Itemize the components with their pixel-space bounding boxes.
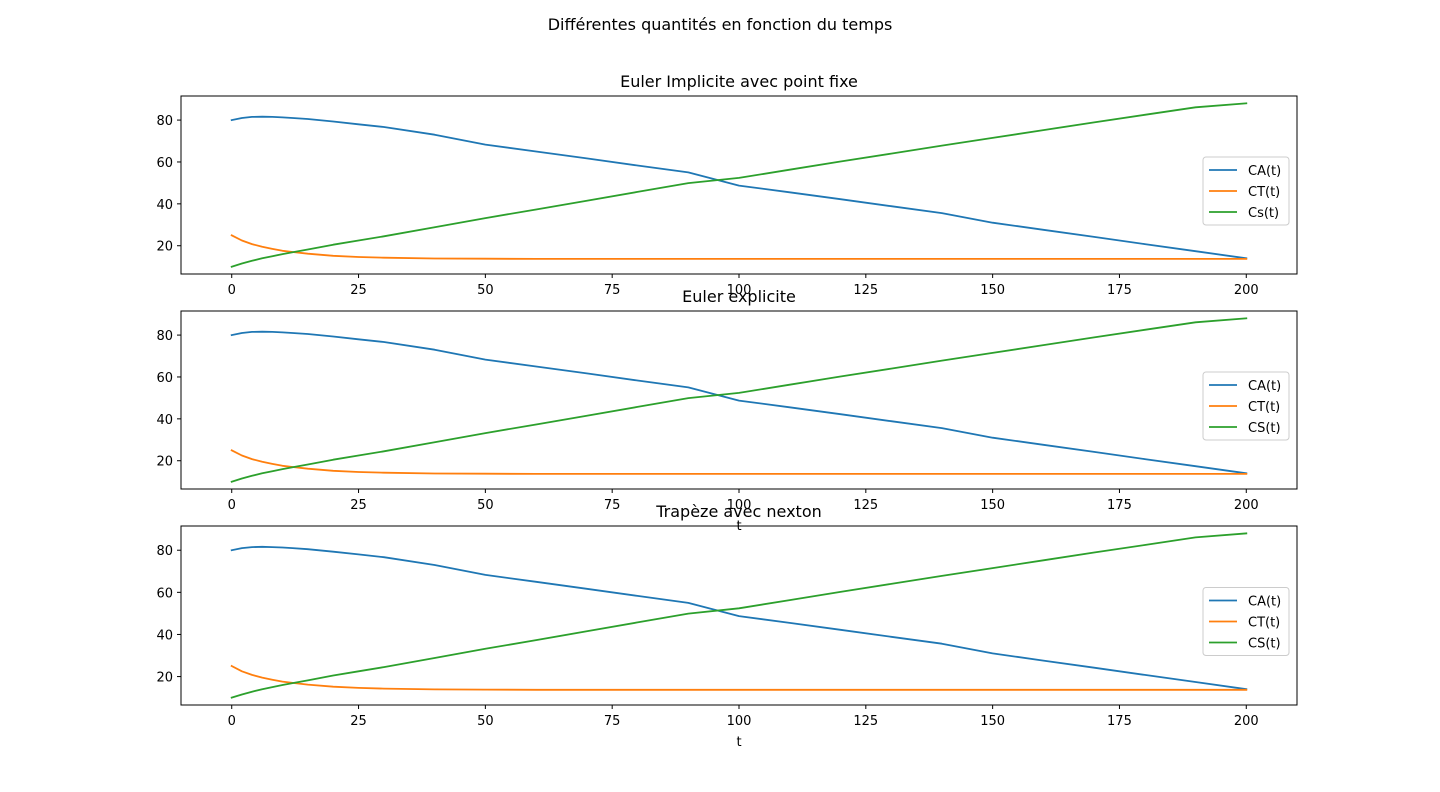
series-line-ct (230, 449, 1248, 475)
x-tick-label: 75 (604, 283, 621, 298)
x-tick-label: 125 (853, 498, 878, 513)
x-tick-label: 75 (604, 714, 621, 729)
y-tick-label: 40 (156, 628, 173, 643)
plot-lines (230, 102, 1248, 268)
plot-lines (230, 532, 1248, 699)
legend: CA(t) CT(t) CS(t) (1202, 371, 1290, 441)
axes-title: Euler explicite (682, 287, 796, 306)
y-tick-label: 20 (156, 671, 173, 686)
series-line-ca (230, 545, 1248, 691)
x-tick-label: 0 (228, 283, 236, 298)
axes-title: Trapèze avec nexton (655, 502, 822, 521)
x-tick-label: 100 (727, 714, 752, 729)
legend-label: CA(t) (1248, 379, 1281, 394)
x-tick-label: 125 (853, 714, 878, 729)
y-tick-label: 20 (156, 455, 173, 470)
x-tick-label: 200 (1234, 283, 1259, 298)
x-tick-label: 0 (228, 714, 236, 729)
x-tick-label: 50 (477, 498, 494, 513)
axes-2: Euler explicite 0 25 50 75 100 125 150 175 200 20 4… (156, 287, 1298, 534)
x-tick-label: 200 (1234, 498, 1259, 513)
x-tick-label: 0 (228, 498, 236, 513)
x-tick-label: 175 (1107, 714, 1132, 729)
legend-label: CT(t) (1248, 185, 1280, 200)
legend-label: Cs(t) (1248, 206, 1279, 221)
x-axis-label: t (736, 735, 741, 750)
x-tick-label: 25 (350, 283, 367, 298)
legend-box (1202, 587, 1290, 656)
x-tick-label: 150 (980, 498, 1005, 513)
axes-title: Euler Implicite avec point fixe (620, 72, 858, 91)
x-tick-label: 100 (727, 283, 752, 298)
x-tick-label: 100 (727, 498, 752, 513)
series-line-ct (230, 234, 1248, 260)
series-line-cs (230, 532, 1248, 699)
y-tick-label: 40 (156, 198, 173, 213)
axes-container: Euler Implicite avec point fixe 0 25 50 75 10… (156, 72, 1298, 750)
y-tick-label: 60 (156, 371, 173, 386)
axes-3: Trapèze avec nexton 0 25 50 75 100 125 150 175 20… (156, 502, 1298, 750)
legend-label: CA(t) (1248, 595, 1281, 610)
legend-label: CA(t) (1248, 164, 1281, 179)
y-tick-label: 80 (156, 114, 173, 129)
y-tick-label: 80 (156, 544, 173, 559)
legend: CA(t) CT(t) Cs(t) (1202, 156, 1290, 226)
series-line-cs (230, 102, 1248, 268)
x-tick-label: 25 (350, 714, 367, 729)
x-tick-label: 50 (477, 714, 494, 729)
figure-suptitle: Différentes quantités en fonction du tem… (548, 15, 893, 34)
legend-box (1202, 371, 1290, 441)
y-tick-label: 60 (156, 156, 173, 171)
x-tick-label: 200 (1234, 714, 1259, 729)
plot-lines (230, 317, 1248, 483)
y-tick-label: 40 (156, 413, 173, 428)
legend-label: CS(t) (1248, 637, 1281, 652)
legend-label: CT(t) (1248, 400, 1280, 415)
series-line-ca (230, 115, 1248, 260)
x-tick-label: 175 (1107, 283, 1132, 298)
legend-label: CT(t) (1248, 616, 1280, 631)
x-tick-label: 125 (853, 283, 878, 298)
x-tick-label: 75 (604, 498, 621, 513)
x-tick-label: 150 (980, 714, 1005, 729)
y-tick-label: 60 (156, 586, 173, 601)
legend: CA(t) CT(t) CS(t) (1202, 587, 1290, 656)
legend-label: CS(t) (1248, 421, 1281, 436)
x-tick-label: 25 (350, 498, 367, 513)
series-line-cs (230, 317, 1248, 483)
x-tick-label: 150 (980, 283, 1005, 298)
series-line-ca (230, 330, 1248, 475)
series-line-ct (230, 664, 1248, 691)
x-tick-label: 50 (477, 283, 494, 298)
y-tick-label: 20 (156, 240, 173, 255)
y-tick-label: 80 (156, 329, 173, 344)
x-tick-label: 175 (1107, 498, 1132, 513)
legend-box (1202, 156, 1290, 226)
axes-1: Euler Implicite avec point fixe 0 25 50 75 10… (156, 72, 1298, 298)
